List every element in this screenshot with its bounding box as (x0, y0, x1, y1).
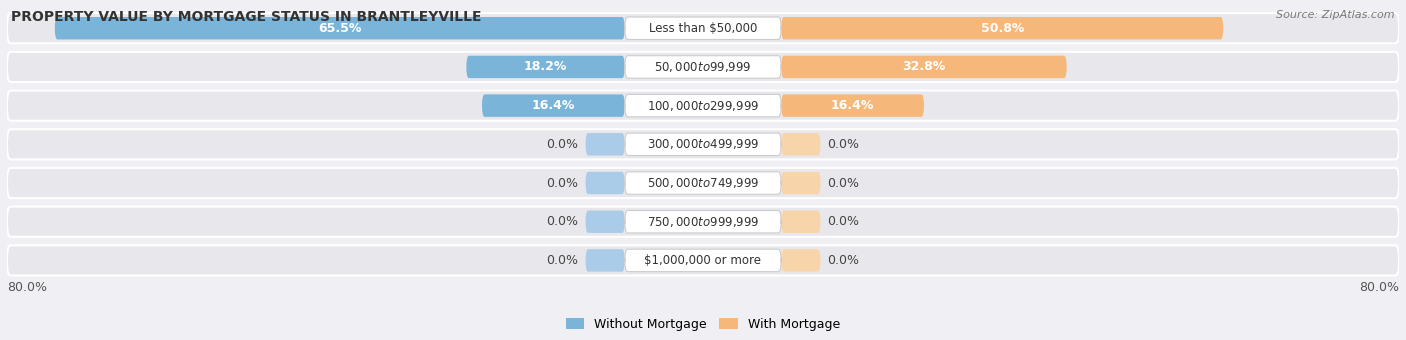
FancyBboxPatch shape (467, 56, 624, 78)
Text: 18.2%: 18.2% (524, 61, 567, 73)
FancyBboxPatch shape (7, 129, 1399, 159)
Text: 16.4%: 16.4% (531, 99, 575, 112)
FancyBboxPatch shape (7, 13, 1399, 43)
FancyBboxPatch shape (624, 56, 782, 78)
Text: $100,000 to $299,999: $100,000 to $299,999 (647, 99, 759, 113)
FancyBboxPatch shape (7, 90, 1399, 121)
Text: 0.0%: 0.0% (547, 254, 579, 267)
FancyBboxPatch shape (624, 17, 782, 39)
Text: Source: ZipAtlas.com: Source: ZipAtlas.com (1277, 10, 1395, 20)
FancyBboxPatch shape (624, 249, 782, 272)
Text: Less than $50,000: Less than $50,000 (648, 22, 758, 35)
Text: 32.8%: 32.8% (903, 61, 946, 73)
FancyBboxPatch shape (782, 17, 1223, 39)
Text: 0.0%: 0.0% (547, 215, 579, 228)
FancyBboxPatch shape (585, 133, 624, 155)
Text: $1,000,000 or more: $1,000,000 or more (644, 254, 762, 267)
FancyBboxPatch shape (7, 168, 1399, 198)
Text: $50,000 to $99,999: $50,000 to $99,999 (654, 60, 752, 74)
FancyBboxPatch shape (585, 249, 624, 272)
FancyBboxPatch shape (7, 207, 1399, 237)
FancyBboxPatch shape (782, 56, 1067, 78)
Text: 50.8%: 50.8% (980, 22, 1024, 35)
Text: 80.0%: 80.0% (1360, 280, 1399, 293)
Text: 0.0%: 0.0% (827, 138, 859, 151)
FancyBboxPatch shape (624, 133, 782, 155)
Text: 80.0%: 80.0% (7, 280, 46, 293)
Text: 0.0%: 0.0% (827, 215, 859, 228)
FancyBboxPatch shape (7, 52, 1399, 82)
FancyBboxPatch shape (624, 172, 782, 194)
FancyBboxPatch shape (624, 210, 782, 233)
Text: 0.0%: 0.0% (547, 176, 579, 189)
FancyBboxPatch shape (782, 95, 924, 117)
FancyBboxPatch shape (782, 210, 821, 233)
FancyBboxPatch shape (585, 210, 624, 233)
FancyBboxPatch shape (7, 245, 1399, 275)
Text: $300,000 to $499,999: $300,000 to $499,999 (647, 137, 759, 151)
Legend: Without Mortgage, With Mortgage: Without Mortgage, With Mortgage (561, 313, 845, 336)
Text: $750,000 to $999,999: $750,000 to $999,999 (647, 215, 759, 229)
Text: 16.4%: 16.4% (831, 99, 875, 112)
Text: PROPERTY VALUE BY MORTGAGE STATUS IN BRANTLEYVILLE: PROPERTY VALUE BY MORTGAGE STATUS IN BRA… (11, 10, 482, 24)
FancyBboxPatch shape (585, 172, 624, 194)
FancyBboxPatch shape (782, 249, 821, 272)
FancyBboxPatch shape (624, 95, 782, 117)
Text: 0.0%: 0.0% (827, 254, 859, 267)
FancyBboxPatch shape (55, 17, 624, 39)
Text: 65.5%: 65.5% (318, 22, 361, 35)
Text: 0.0%: 0.0% (827, 176, 859, 189)
FancyBboxPatch shape (782, 133, 821, 155)
Text: $500,000 to $749,999: $500,000 to $749,999 (647, 176, 759, 190)
Text: 0.0%: 0.0% (547, 138, 579, 151)
FancyBboxPatch shape (482, 95, 624, 117)
FancyBboxPatch shape (782, 172, 821, 194)
